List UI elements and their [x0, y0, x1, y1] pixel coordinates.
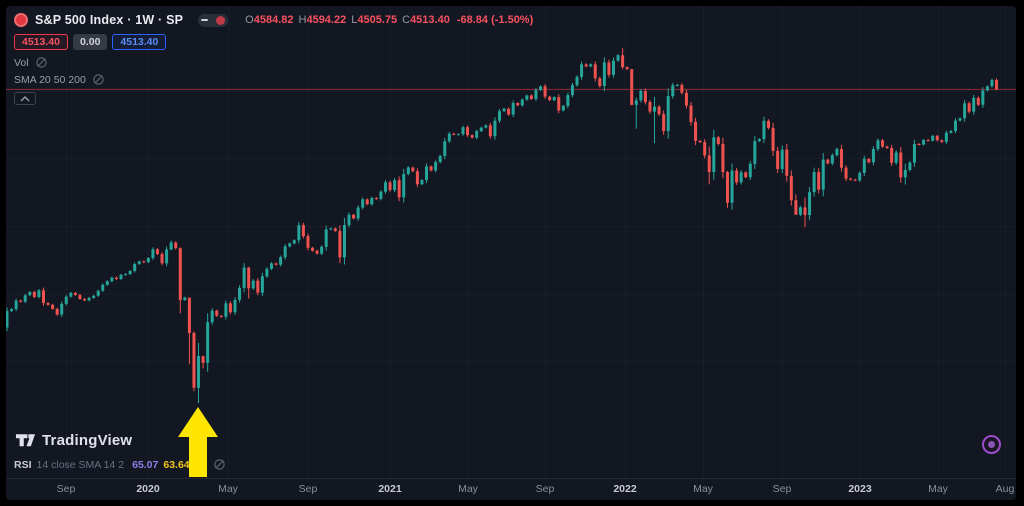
low-label: L [351, 14, 358, 26]
chart-header: S&P 500 Index · 1W · SP O4584.82 H4594.2… [14, 11, 533, 50]
high-value: 4594.22 [306, 14, 347, 26]
axis-month-label: May [928, 483, 948, 495]
collapse-pane-button[interactable] [14, 92, 36, 105]
open-value: 4584.82 [253, 14, 294, 26]
symbol-logo-icon [14, 13, 28, 27]
axis-month-label: Sep [56, 483, 76, 495]
volume-label: Vol [14, 56, 29, 69]
chart-root: S&P 500 Index · 1W · SP O4584.82 H4594.2… [6, 6, 1016, 500]
axis-month-label: Sep [535, 483, 555, 495]
high-label: H [298, 14, 307, 26]
volume-indicator-row[interactable]: Vol [14, 54, 105, 71]
axis-year-label: 2021 [378, 483, 402, 495]
symbol-row: S&P 500 Index · 1W · SP O4584.82 H4594.2… [14, 11, 533, 29]
close-label: C [402, 14, 411, 26]
rsi-params: 14 close SMA 14 2 [36, 458, 125, 471]
change-value: -68.84 (-1.50%) [456, 14, 534, 26]
eye-off-icon[interactable] [92, 73, 105, 86]
covid-low-arrow-annotation [178, 407, 218, 477]
sell-price-button[interactable]: 4513.40 [14, 34, 68, 50]
eye-off-icon[interactable] [35, 56, 48, 69]
axis-month-label: May [218, 483, 238, 495]
dot-icon [988, 441, 995, 448]
rsi-label: RSI [14, 458, 32, 471]
sma-indicator-row[interactable]: SMA 20 50 200 [14, 71, 105, 88]
axis-month-label: May [458, 483, 478, 495]
buy-price-button[interactable]: 4513.40 [112, 34, 167, 50]
tradingview-logo[interactable]: TradingView [15, 430, 132, 450]
axis-month-label: Sep [772, 483, 792, 495]
indicator-legend: Vol SMA 20 50 200 [14, 54, 105, 88]
symbol-title[interactable]: S&P 500 Index · 1W · SP [35, 13, 184, 27]
close-value: 4513.40 [410, 14, 450, 26]
tradingview-brand-text: TradingView [42, 431, 133, 449]
open-label: O [245, 14, 254, 26]
chevron-up-icon [20, 95, 30, 101]
eye-off-icon[interactable] [213, 458, 226, 471]
low-value: 4505.75 [357, 14, 398, 26]
axis-month-label: May [693, 483, 713, 495]
alert-toggle[interactable] [198, 13, 229, 27]
publish-idea-button[interactable] [982, 435, 1001, 454]
trade-buttons-row: 4513.40 0.00 4513.40 [14, 34, 533, 50]
axis-year-label: 2022 [613, 483, 637, 495]
axis-month-label: Sep [298, 483, 318, 495]
rsi-ma-value: 63.64 [163, 458, 190, 471]
candlestick-chart[interactable] [6, 6, 1016, 478]
record-dot-icon [216, 15, 226, 25]
time-axis[interactable]: Sep 2020 May Sep 2021 May Sep 2022 May Sep 2023 May… [6, 478, 1016, 500]
ohlc-readout: O4584.82 H4594.22 L4505.75 C4513.40 -68.… [245, 14, 533, 26]
axis-year-label: 2023 [848, 483, 872, 495]
dash-icon [201, 19, 209, 21]
spread-value: 0.00 [72, 34, 108, 50]
sma-label: SMA 20 50 200 [14, 73, 86, 86]
rsi-value: 65.07 [132, 458, 159, 471]
axis-month-label: Aug [995, 483, 1015, 495]
tradingview-mark-icon [15, 434, 36, 447]
axis-year-label: 2020 [136, 483, 160, 495]
